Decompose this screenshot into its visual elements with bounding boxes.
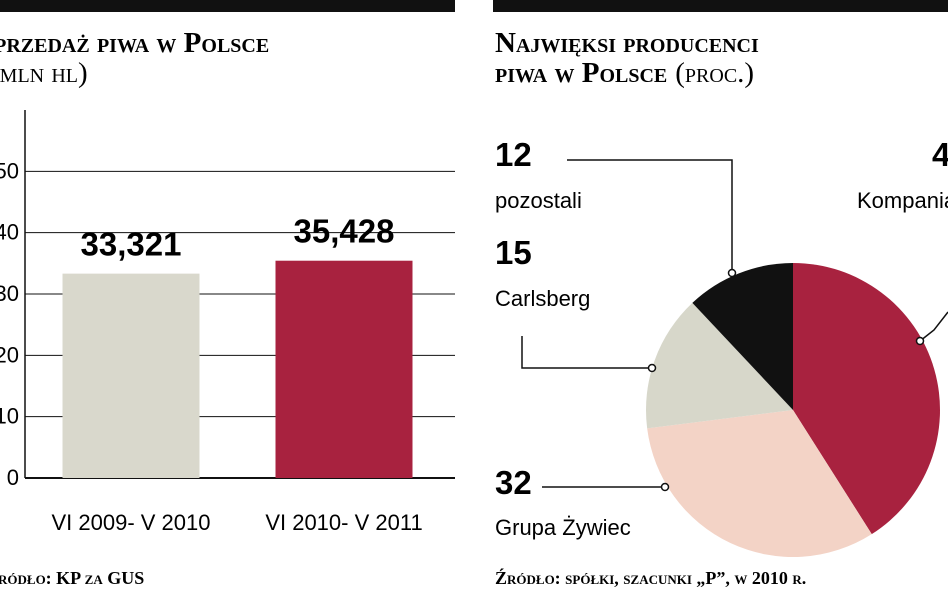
- pie-slice: [646, 302, 793, 429]
- leader-dot: [727, 268, 737, 278]
- x-tick-label: VI 2010- V 2011: [265, 510, 422, 535]
- y-tick-label: 40: [0, 220, 19, 245]
- value-label: 35,428: [294, 213, 395, 250]
- value-label: 15: [495, 234, 532, 271]
- chart-subtitle: (proc.): [675, 57, 754, 89]
- slice-label: pozostali: [495, 188, 582, 213]
- y-tick-label: 20: [0, 342, 19, 367]
- source: Źródło: KP za GUS: [0, 567, 144, 588]
- y-tick-label: 0: [7, 465, 19, 490]
- header-bar: [0, 0, 455, 12]
- header-bar: [493, 0, 948, 12]
- leader-line: [567, 159, 733, 273]
- value-label: 33,321: [81, 226, 182, 263]
- leader-line: [919, 311, 948, 342]
- x-tick-label: VI 2009- V 2010: [51, 510, 210, 535]
- leader-line: [521, 336, 652, 369]
- value-label: 12: [495, 136, 532, 173]
- chart-title-line: piwa w Polsce (proc.): [495, 57, 754, 89]
- pie-slice: [647, 410, 872, 558]
- chart-title: piwa w Polsce: [495, 57, 667, 89]
- value-label: 32: [495, 464, 532, 501]
- y-tick-label: 50: [0, 158, 19, 183]
- pie-slice: [793, 263, 941, 535]
- slice-label: Kompania Piwowarska: [857, 188, 948, 213]
- source: Źródło: spółki, szacunki „P”, w 2010 r.: [495, 567, 806, 588]
- leader-dot: [915, 336, 925, 346]
- bar: [275, 260, 413, 478]
- slice-label: Grupa Żywiec: [495, 515, 631, 540]
- value-label: 41: [932, 136, 948, 173]
- chart-title: Sprzedaż piwa w Polsce: [0, 27, 269, 59]
- y-tick-label: 10: [0, 404, 19, 429]
- chart-title: Najwięksi producenci: [495, 27, 759, 59]
- chart-subtitle: (mln hl): [0, 57, 88, 89]
- slice-label: Carlsberg: [495, 286, 590, 311]
- y-tick-label: 30: [0, 281, 19, 306]
- bar: [62, 273, 200, 478]
- pie-slice: [692, 263, 793, 410]
- leader-dot: [647, 363, 657, 373]
- leader-dot: [660, 482, 670, 492]
